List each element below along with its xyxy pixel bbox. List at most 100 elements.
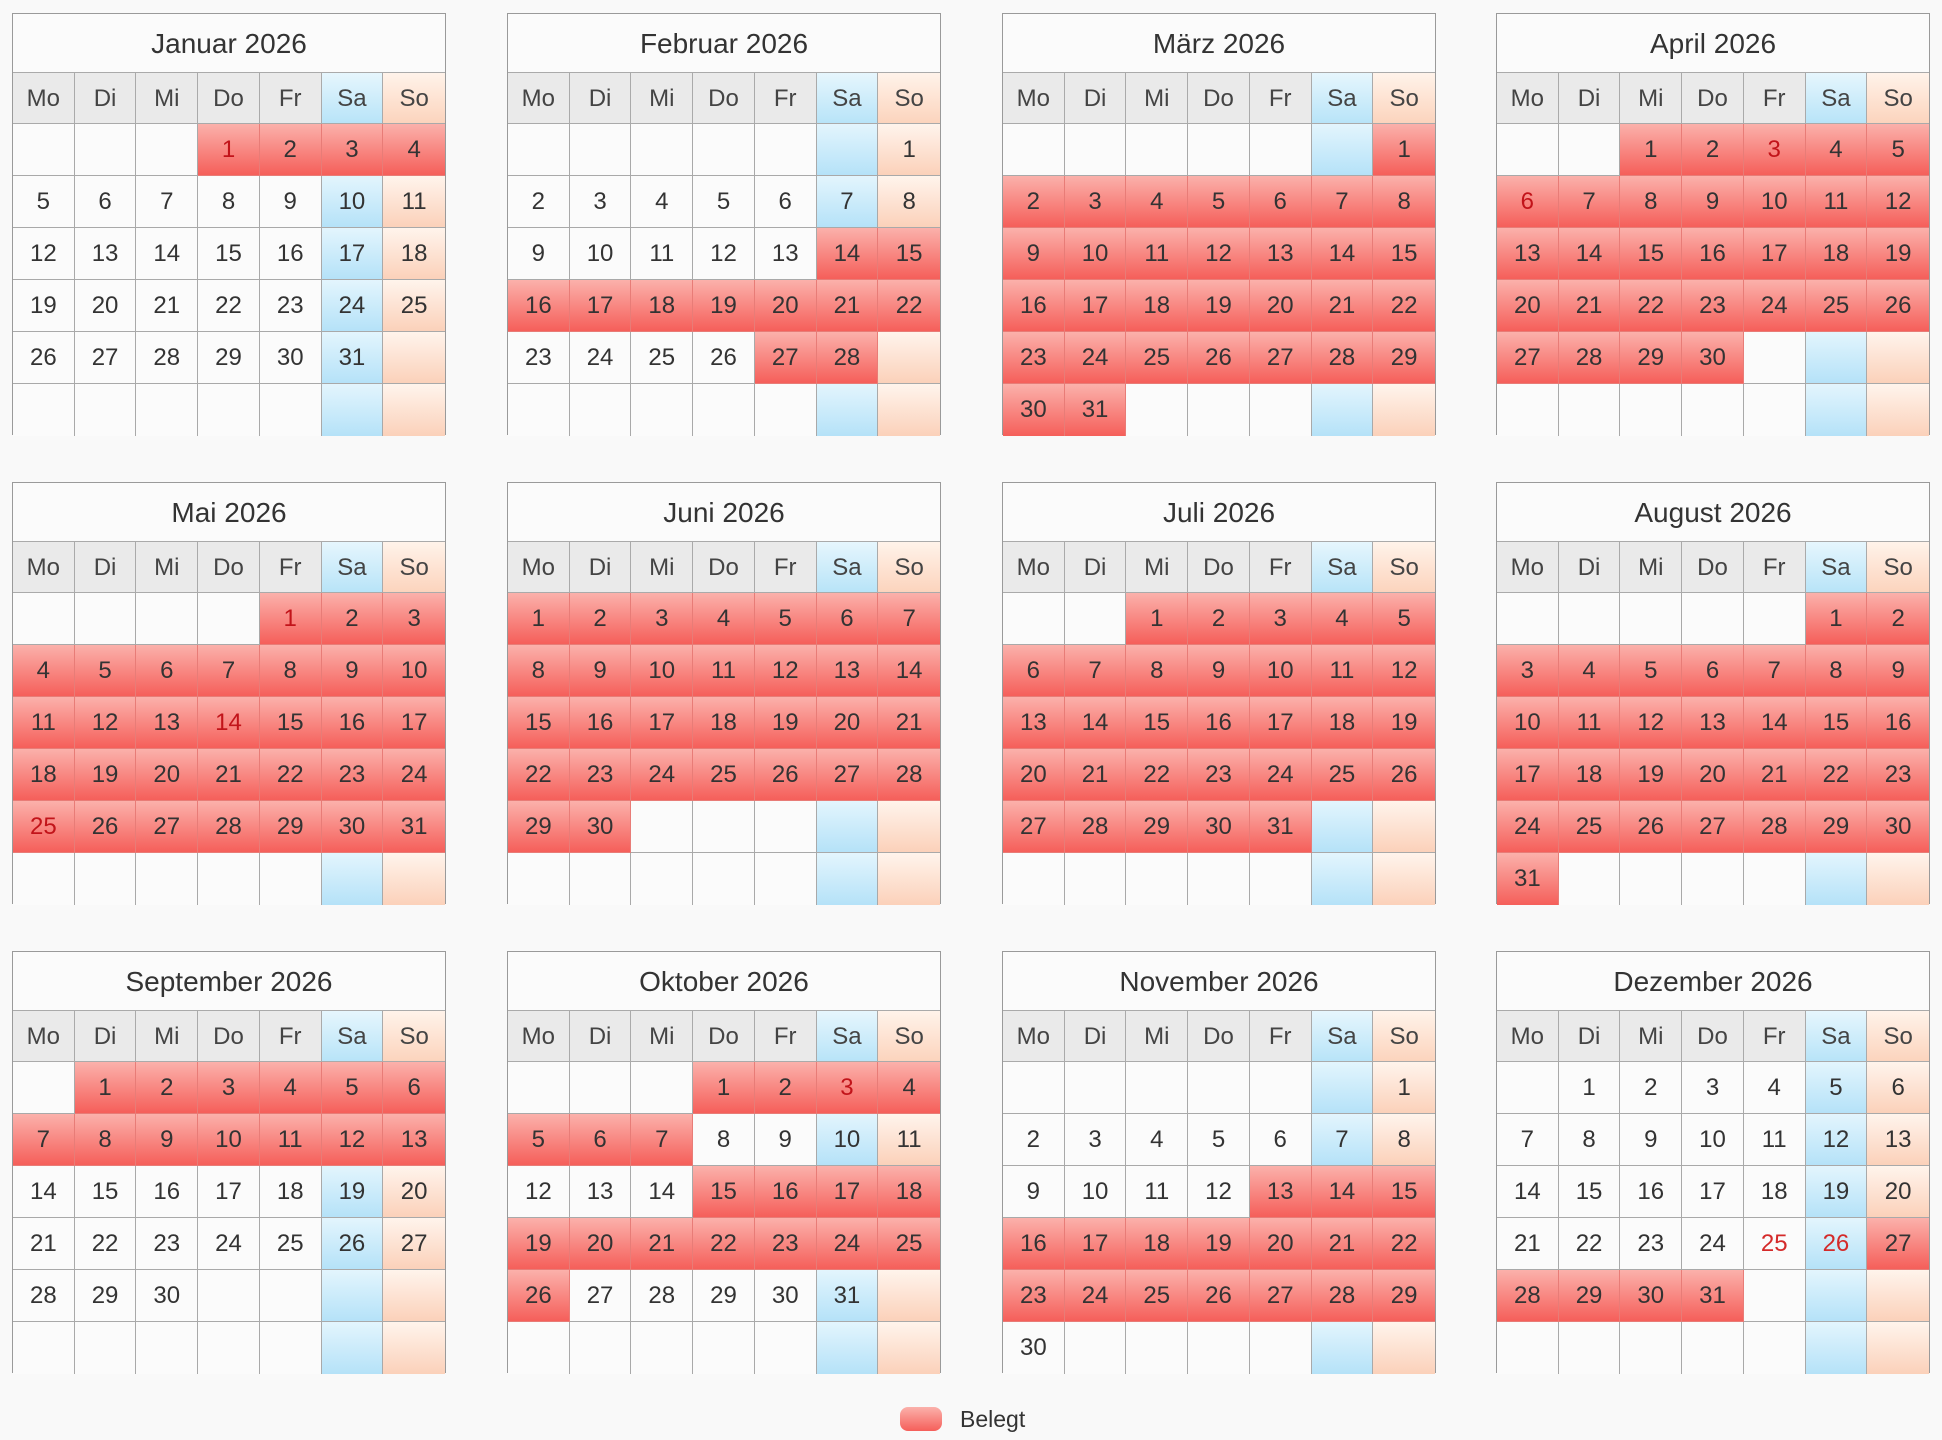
day-cell[interactable]: 21	[1558, 280, 1621, 332]
day-cell[interactable]: 5	[1188, 1114, 1250, 1166]
day-cell[interactable]: 9	[754, 1114, 817, 1166]
day-cell[interactable]: 10	[569, 228, 632, 280]
day-cell[interactable]: 26	[13, 332, 75, 384]
day-cell[interactable]: 17	[198, 1166, 260, 1218]
day-cell[interactable]: 30	[136, 1270, 199, 1322]
day-cell[interactable]: 27	[383, 1218, 445, 1270]
day-cell[interactable]: 30	[1188, 801, 1250, 853]
day-cell[interactable]: 23	[321, 749, 384, 801]
day-cell[interactable]: 2	[321, 593, 384, 645]
day-cell[interactable]: 21	[198, 749, 260, 801]
day-cell[interactable]: 26	[1188, 332, 1250, 384]
day-cell[interactable]: 7	[1558, 176, 1621, 228]
day-cell[interactable]: 27	[1003, 801, 1065, 853]
day-cell[interactable]: 13	[816, 645, 879, 697]
day-cell[interactable]: 1	[1373, 1062, 1435, 1114]
day-cell[interactable]: 31	[816, 1270, 879, 1322]
day-cell[interactable]: 17	[1064, 1218, 1127, 1270]
day-cell[interactable]: 26	[74, 801, 137, 853]
day-cell[interactable]: 5	[693, 176, 755, 228]
day-cell[interactable]: 8	[878, 176, 940, 228]
day-cell[interactable]: 30	[321, 801, 384, 853]
day-cell[interactable]: 13	[1003, 697, 1065, 749]
day-cell[interactable]: 16	[754, 1166, 817, 1218]
day-cell[interactable]: 26	[1373, 749, 1435, 801]
day-cell[interactable]: 22	[74, 1218, 137, 1270]
day-cell[interactable]: 23	[569, 749, 632, 801]
day-cell[interactable]: 2	[136, 1062, 199, 1114]
day-cell[interactable]: 10	[816, 1114, 879, 1166]
day-cell[interactable]: 25	[13, 801, 75, 853]
day-cell[interactable]: 9	[1620, 1114, 1683, 1166]
day-cell[interactable]: 31	[1064, 384, 1127, 436]
day-cell[interactable]: 28	[878, 749, 940, 801]
day-cell[interactable]: 6	[1249, 1114, 1312, 1166]
day-cell[interactable]: 31	[1682, 1270, 1744, 1322]
day-cell[interactable]: 2	[1867, 593, 1929, 645]
day-cell[interactable]: 12	[754, 645, 817, 697]
day-cell[interactable]: 5	[1867, 124, 1929, 176]
day-cell[interactable]: 21	[136, 280, 199, 332]
day-cell[interactable]: 7	[1064, 645, 1127, 697]
day-cell[interactable]: 26	[1867, 280, 1929, 332]
day-cell[interactable]: 22	[198, 280, 260, 332]
day-cell[interactable]: 9	[136, 1114, 199, 1166]
day-cell[interactable]: 11	[1126, 228, 1189, 280]
day-cell[interactable]: 1	[259, 593, 322, 645]
day-cell[interactable]: 14	[631, 1166, 694, 1218]
day-cell[interactable]: 6	[1682, 645, 1744, 697]
day-cell[interactable]: 24	[383, 749, 445, 801]
day-cell[interactable]: 8	[693, 1114, 755, 1166]
day-cell[interactable]: 13	[383, 1114, 445, 1166]
day-cell[interactable]: 30	[754, 1270, 817, 1322]
day-cell[interactable]: 17	[1743, 228, 1806, 280]
day-cell[interactable]: 24	[1064, 332, 1127, 384]
day-cell[interactable]: 7	[13, 1114, 75, 1166]
day-cell[interactable]: 17	[816, 1166, 879, 1218]
day-cell[interactable]: 26	[508, 1270, 570, 1322]
day-cell[interactable]: 25	[1126, 1270, 1189, 1322]
day-cell[interactable]: 17	[1249, 697, 1312, 749]
day-cell[interactable]: 27	[1682, 801, 1744, 853]
day-cell[interactable]: 13	[1249, 228, 1312, 280]
day-cell[interactable]: 19	[74, 749, 137, 801]
day-cell[interactable]: 5	[1620, 645, 1683, 697]
day-cell[interactable]: 30	[1003, 1322, 1065, 1374]
day-cell[interactable]: 11	[1743, 1114, 1806, 1166]
day-cell[interactable]: 16	[259, 228, 322, 280]
day-cell[interactable]: 1	[1805, 593, 1868, 645]
day-cell[interactable]: 8	[259, 645, 322, 697]
day-cell[interactable]: 6	[1497, 176, 1559, 228]
day-cell[interactable]: 15	[1373, 1166, 1435, 1218]
day-cell[interactable]: 10	[1743, 176, 1806, 228]
day-cell[interactable]: 15	[1805, 697, 1868, 749]
day-cell[interactable]: 11	[1558, 697, 1621, 749]
day-cell[interactable]: 3	[631, 593, 694, 645]
day-cell[interactable]: 11	[259, 1114, 322, 1166]
day-cell[interactable]: 4	[383, 124, 445, 176]
day-cell[interactable]: 3	[1497, 645, 1559, 697]
day-cell[interactable]: 19	[754, 697, 817, 749]
day-cell[interactable]: 5	[508, 1114, 570, 1166]
day-cell[interactable]: 3	[1743, 124, 1806, 176]
day-cell[interactable]: 7	[878, 593, 940, 645]
day-cell[interactable]: 27	[569, 1270, 632, 1322]
day-cell[interactable]: 8	[198, 176, 260, 228]
day-cell[interactable]: 19	[508, 1218, 570, 1270]
day-cell[interactable]: 2	[1003, 1114, 1065, 1166]
day-cell[interactable]: 29	[693, 1270, 755, 1322]
day-cell[interactable]: 19	[693, 280, 755, 332]
day-cell[interactable]: 29	[508, 801, 570, 853]
day-cell[interactable]: 19	[1188, 1218, 1250, 1270]
day-cell[interactable]: 15	[508, 697, 570, 749]
day-cell[interactable]: 2	[569, 593, 632, 645]
day-cell[interactable]: 6	[1249, 176, 1312, 228]
day-cell[interactable]: 20	[1497, 280, 1559, 332]
day-cell[interactable]: 18	[878, 1166, 940, 1218]
day-cell[interactable]: 25	[259, 1218, 322, 1270]
day-cell[interactable]: 4	[693, 593, 755, 645]
day-cell[interactable]: 1	[508, 593, 570, 645]
day-cell[interactable]: 21	[631, 1218, 694, 1270]
day-cell[interactable]: 24	[198, 1218, 260, 1270]
day-cell[interactable]: 21	[1497, 1218, 1559, 1270]
